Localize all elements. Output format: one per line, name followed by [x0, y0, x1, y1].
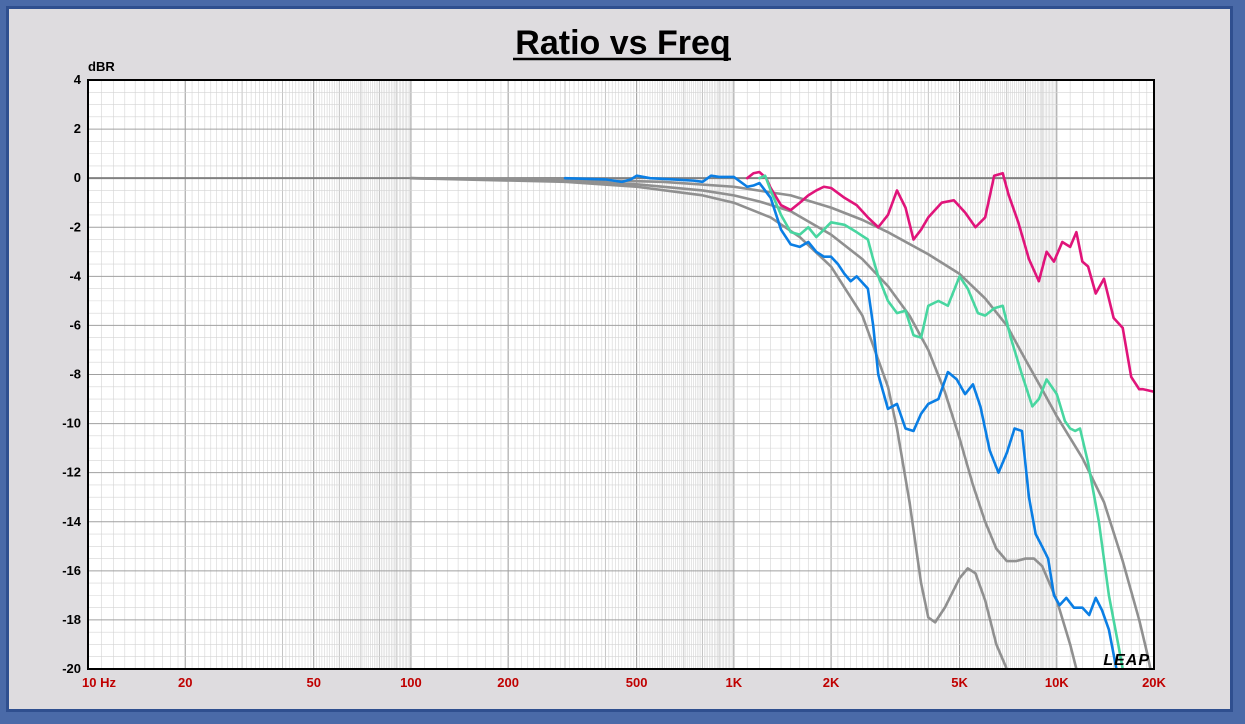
y-tick-label: -4: [69, 268, 81, 283]
y-tick-label: 2: [74, 121, 81, 136]
chart-svg: Ratio vs Freq dBR 420-2-4-6-8-10-12-14-1…: [62, 24, 1166, 690]
y-tick-label: 4: [74, 72, 82, 87]
x-tick-label: 500: [626, 675, 648, 690]
y-tick-label: -18: [62, 612, 81, 627]
x-tick-label: 10 Hz: [82, 675, 116, 690]
y-tick-label: -10: [62, 416, 81, 431]
chart-title: Ratio vs Freq: [515, 24, 730, 62]
series-3-line: [409, 176, 1009, 669]
y-tick-label: 0: [74, 170, 81, 185]
plot-border: [87, 79, 1155, 670]
x-tick-label: 5K: [951, 675, 968, 690]
x-tick-label: 50: [306, 675, 320, 690]
y-tick-label: -2: [69, 219, 81, 234]
leap-watermark: LEAP: [1103, 652, 1150, 669]
y-axis-unit-label: dBR: [88, 59, 115, 74]
y-tick-label: -14: [62, 514, 82, 529]
series-6-line: [563, 174, 1118, 669]
x-tick-label: 2K: [823, 675, 840, 690]
series-5-line: [758, 174, 1124, 669]
x-tick-label: 1K: [726, 675, 743, 690]
y-tick-label: -16: [62, 563, 81, 578]
y-tick-label: -12: [62, 465, 81, 480]
series-4-line: [745, 170, 1154, 393]
y-tick-label: -6: [69, 317, 81, 332]
grid: [88, 79, 1154, 670]
series-2-line: [409, 176, 1078, 669]
y-tick-label: -8: [69, 367, 81, 382]
y-tick-label: -20: [62, 661, 81, 676]
x-tick-label: 100: [400, 675, 422, 690]
x-tick-label: 20K: [1142, 675, 1166, 690]
series-1-line: [409, 176, 1152, 669]
x-tick-label: 20: [178, 675, 192, 690]
curve-group: [409, 170, 1154, 669]
chart-frame: Ratio vs Freq dBR 4 2 0 -2 -4 -6 -8 -10 -12 -14 -1…: [6, 6, 1233, 712]
x-tick-label: 200: [497, 675, 519, 690]
x-tick-label: 10K: [1045, 675, 1069, 690]
curves: [409, 170, 1154, 669]
